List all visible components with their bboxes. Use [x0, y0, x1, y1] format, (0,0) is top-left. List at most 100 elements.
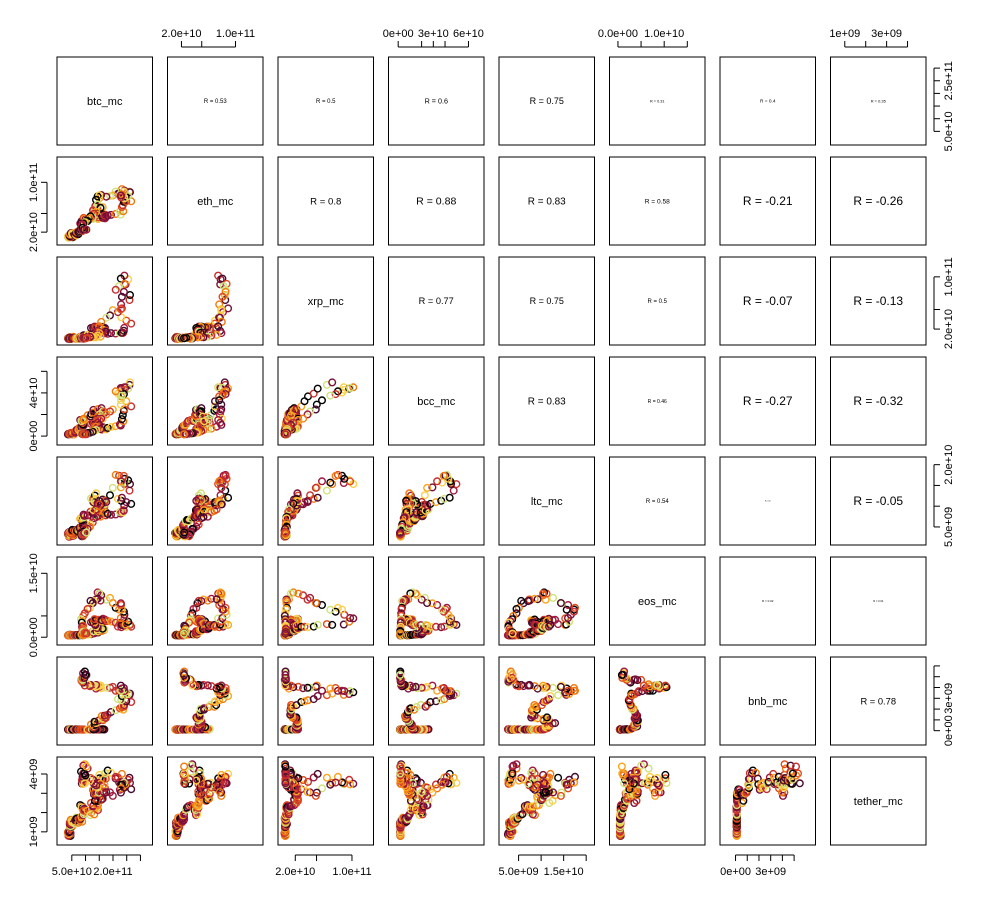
data-point: [196, 495, 205, 504]
data-point: [313, 384, 322, 393]
panel-frame: [277, 56, 374, 146]
data-point: [218, 292, 227, 301]
panel-frame: [719, 456, 816, 546]
panel-frame: [277, 456, 374, 546]
data-point: [180, 762, 189, 771]
variable-label-bcc_mc: bcc_mc: [417, 396, 455, 408]
data-point: [416, 508, 425, 517]
panel-0-0: btc_mc: [56, 56, 153, 146]
data-point: [199, 420, 208, 429]
data-point: [331, 471, 340, 480]
data-point: [286, 500, 295, 509]
data-point: [97, 317, 106, 326]
data-point: [194, 520, 203, 529]
data-point: [185, 334, 194, 343]
data-point: [103, 423, 112, 432]
panel-frame: [277, 156, 374, 246]
data-point: [287, 411, 296, 420]
data-point: [127, 402, 136, 411]
data-point: [117, 292, 126, 301]
panel-7-4: [498, 756, 595, 846]
data-point: [224, 304, 233, 313]
data-point: [549, 683, 558, 692]
data-point: [117, 415, 126, 424]
data-point: [106, 617, 115, 626]
data-point: [313, 493, 322, 502]
panel-frame: [498, 356, 595, 446]
data-point: [82, 225, 91, 234]
data-point: [106, 329, 115, 338]
panel-3-0: [56, 356, 153, 446]
data-point: [92, 207, 101, 216]
data-point: [281, 430, 290, 439]
panel-3-1: [167, 356, 264, 446]
panel-6-5: [609, 656, 706, 746]
panel-frame: [56, 156, 153, 246]
data-point: [119, 506, 128, 515]
panel-frame: [498, 56, 595, 146]
data-point: [445, 493, 454, 502]
panel-frame: [609, 156, 706, 246]
panel-frame: [830, 156, 927, 246]
data-point: [281, 528, 290, 537]
data-point: [105, 491, 114, 500]
panel-0-5: [609, 56, 706, 146]
data-point: [212, 422, 221, 431]
panel-frame: [830, 256, 927, 346]
data-point: [116, 305, 125, 314]
panel-frame: [167, 156, 264, 246]
data-point: [82, 334, 91, 343]
data-point: [349, 383, 358, 392]
data-point: [127, 499, 136, 508]
data-point: [617, 762, 626, 771]
panel-5-3: [388, 556, 485, 646]
panel-frame: [498, 456, 595, 546]
data-point: [90, 615, 99, 624]
data-point: [328, 378, 337, 387]
data-point: [105, 192, 114, 201]
data-point: [192, 496, 201, 505]
data-point: [217, 500, 226, 509]
data-point: [318, 477, 327, 486]
data-point: [82, 430, 91, 439]
data-point: [116, 274, 125, 283]
panel-7-2: [277, 756, 374, 846]
data-point: [92, 489, 101, 498]
data-point: [311, 483, 320, 492]
data-point: [96, 203, 105, 212]
panel-5-2: [277, 556, 374, 646]
panel-1-6: [719, 156, 816, 246]
data-point: [120, 323, 129, 332]
panel-1-4: [498, 156, 595, 246]
data-point: [125, 486, 134, 495]
panel-frame: [830, 356, 927, 446]
data-point: [299, 414, 308, 423]
panel-7-5: [609, 756, 706, 846]
data-point: [111, 470, 120, 479]
data-point: [420, 491, 429, 500]
data-point: [309, 389, 318, 398]
panel-1-7: [830, 156, 927, 246]
data-point: [396, 528, 405, 537]
data-point: [119, 390, 128, 399]
panel-6-0: [56, 656, 153, 746]
panel-0-6: [719, 56, 816, 146]
data-point: [89, 405, 98, 414]
panel-frame: [609, 456, 706, 546]
data-point: [124, 384, 133, 393]
panel-4-3: [388, 456, 485, 546]
data-point: [117, 396, 126, 405]
panel-4-5: [609, 456, 706, 546]
panel-frame: [609, 356, 706, 446]
data-point: [217, 483, 226, 492]
data-point: [117, 493, 126, 502]
panel-frame: [498, 156, 595, 246]
data-point: [215, 396, 224, 405]
panel-0-3: [388, 56, 485, 146]
data-point: [207, 331, 216, 340]
data-point: [215, 313, 224, 322]
panel-frame: [830, 56, 927, 146]
data-point: [322, 486, 331, 495]
panel-6-1: [167, 656, 264, 746]
panel-3-7: [830, 356, 927, 446]
